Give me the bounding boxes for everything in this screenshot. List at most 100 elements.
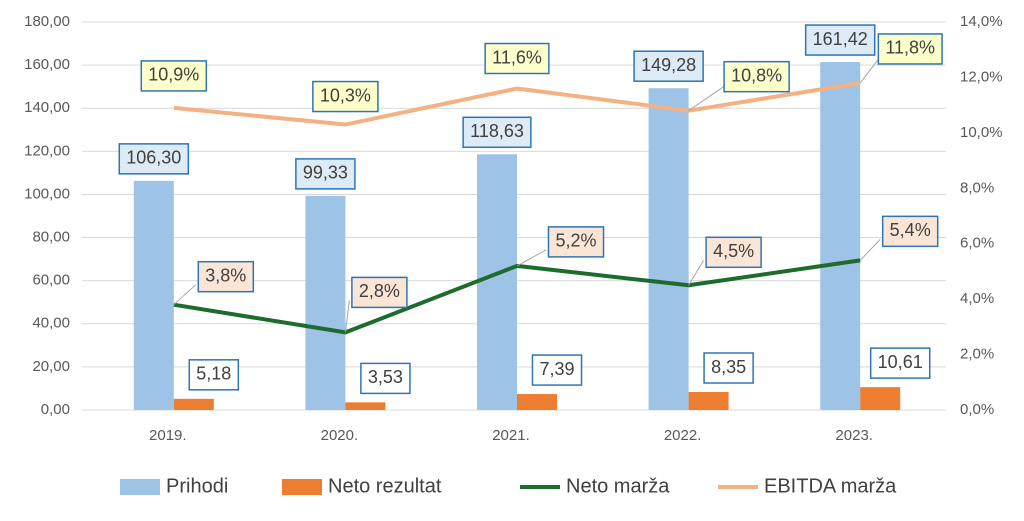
data-label-text: 99,33 — [303, 163, 348, 183]
x-tick-label: 2021. — [492, 427, 530, 444]
legend-label: Neto rezultat — [328, 475, 442, 497]
data-label: 10,8% — [723, 60, 790, 93]
bar — [860, 387, 901, 410]
label-box — [197, 260, 255, 293]
data-label-text: 2,8% — [359, 281, 400, 301]
data-label-text: 118,63 — [470, 121, 524, 141]
data-label: 8,35 — [703, 352, 754, 384]
x-tick-label: 2023. — [835, 427, 873, 444]
label-box — [351, 276, 408, 309]
bar — [345, 402, 386, 410]
data-label: 2,8% — [351, 276, 408, 309]
line — [173, 258, 861, 335]
bar — [648, 88, 689, 411]
data-label-text: 5,4% — [890, 220, 931, 240]
label-box — [869, 347, 931, 379]
leader-line — [173, 284, 197, 306]
bar — [305, 195, 346, 410]
data-label: 5,18 — [188, 359, 240, 391]
label-box — [705, 236, 762, 269]
data-label-text: 3,8% — [205, 265, 246, 285]
bar — [688, 392, 729, 410]
bar — [133, 180, 174, 410]
data-label: 4,5% — [705, 236, 762, 269]
y-tick-label: 80,00 — [32, 229, 70, 246]
data-label-text: 106,30 — [126, 148, 181, 168]
x-tick-label: 2022. — [664, 427, 702, 444]
y2-tick-label: 10,0% — [960, 124, 1003, 141]
data-label: 10,61 — [869, 347, 931, 379]
data-label-text: 10,3% — [320, 85, 371, 105]
data-label: 3,8% — [197, 260, 255, 293]
data-label: 106,30 — [118, 143, 190, 175]
x-tick-label: 2019. — [149, 427, 187, 444]
label-box — [877, 33, 943, 65]
label-box — [703, 352, 754, 384]
y-tick-label: 140,00 — [24, 99, 70, 116]
data-label-text: 11,6% — [492, 47, 542, 67]
y2-tick-label: 4,0% — [960, 290, 994, 307]
y2-tick-label: 6,0% — [960, 235, 994, 252]
data-label-text: 10,9% — [148, 65, 199, 85]
leader-line — [516, 249, 547, 267]
label-box — [633, 50, 704, 82]
label-box — [547, 226, 605, 258]
legend-label: Neto marža — [566, 475, 670, 497]
data-label-text: 149,28 — [641, 55, 696, 75]
data-label: 3,53 — [360, 362, 411, 395]
bar — [820, 62, 861, 410]
data-label: 149,28 — [633, 50, 704, 82]
label-box — [312, 80, 379, 113]
y-tick-label: 40,00 — [32, 315, 70, 332]
data-label-text: 8,35 — [711, 357, 746, 377]
leader-line — [859, 238, 881, 261]
data-label: 10,9% — [140, 60, 208, 92]
label-box — [881, 215, 939, 248]
label-box — [360, 362, 411, 395]
label-box — [188, 359, 240, 391]
data-label-text: 5,2% — [555, 231, 596, 251]
legend-label: EBITDA marža — [764, 475, 897, 497]
y2-tick-label: 8,0% — [960, 179, 994, 196]
leader-line — [859, 56, 881, 84]
data-label: 11,8% — [877, 33, 943, 65]
label-box — [531, 354, 583, 386]
y-tick-label: 20,00 — [32, 358, 70, 375]
line — [173, 80, 861, 127]
data-label-text: 11,8% — [885, 38, 935, 58]
y-tick-label: 180,00 — [24, 13, 70, 30]
y-tick-label: 120,00 — [24, 142, 70, 159]
y-tick-label: 100,00 — [24, 185, 70, 202]
label-box — [140, 60, 208, 92]
data-label-text: 10,8% — [731, 65, 782, 85]
label-box — [118, 143, 190, 175]
leader-line — [688, 260, 705, 286]
label-box — [804, 24, 876, 56]
label-box — [723, 60, 790, 93]
bar — [477, 154, 517, 410]
data-label: 118,63 — [462, 116, 532, 149]
data-label: 99,33 — [295, 158, 356, 190]
data-label: 5,2% — [547, 226, 605, 258]
data-label: 7,39 — [531, 354, 583, 386]
leader-line — [344, 300, 350, 333]
data-label-text: 10,61 — [878, 352, 923, 372]
y2-tick-label: 0,0% — [960, 401, 994, 418]
label-box — [462, 116, 532, 149]
data-label: 161,42 — [804, 24, 876, 56]
data-label-text: 7,39 — [539, 359, 574, 379]
y-tick-label: 60,00 — [32, 272, 70, 289]
data-label: 5,4% — [881, 215, 939, 248]
bar — [173, 398, 214, 410]
y2-tick-label: 2,0% — [960, 346, 994, 363]
y-tick-label: 0,00 — [41, 401, 70, 418]
legend-swatch — [282, 479, 322, 495]
legend-swatch — [120, 479, 160, 495]
data-label-text: 161,42 — [813, 29, 868, 49]
data-label-text: 3,53 — [368, 367, 403, 387]
data-label: 10,3% — [312, 80, 379, 113]
data-label: 11,6% — [484, 42, 550, 75]
y2-tick-label: 12,0% — [960, 68, 1003, 85]
label-box — [295, 158, 356, 190]
